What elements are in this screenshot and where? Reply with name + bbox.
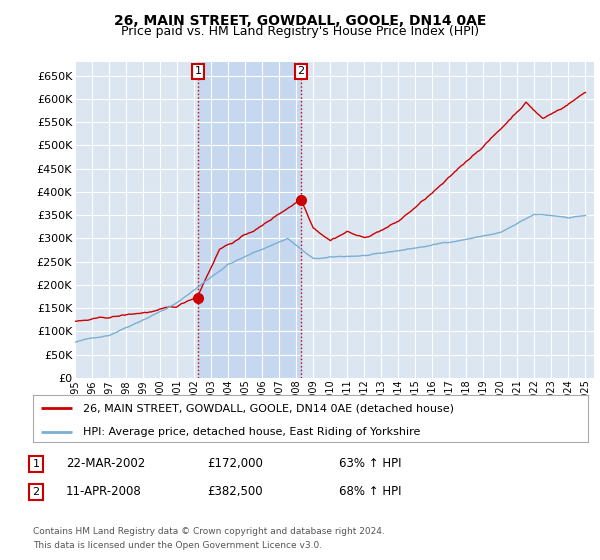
Text: 2: 2 xyxy=(32,487,40,497)
Text: Contains HM Land Registry data © Crown copyright and database right 2024.: Contains HM Land Registry data © Crown c… xyxy=(33,528,385,536)
Text: 1: 1 xyxy=(194,66,202,76)
Text: 26, MAIN STREET, GOWDALL, GOOLE, DN14 0AE: 26, MAIN STREET, GOWDALL, GOOLE, DN14 0A… xyxy=(114,14,486,28)
Text: £382,500: £382,500 xyxy=(207,485,263,498)
Text: 2: 2 xyxy=(298,66,305,76)
Bar xyxy=(198,62,301,378)
Text: Price paid vs. HM Land Registry's House Price Index (HPI): Price paid vs. HM Land Registry's House … xyxy=(121,25,479,38)
Text: 63% ↑ HPI: 63% ↑ HPI xyxy=(339,457,401,470)
Text: 1: 1 xyxy=(32,459,40,469)
Text: 68% ↑ HPI: 68% ↑ HPI xyxy=(339,485,401,498)
Text: 26, MAIN STREET, GOWDALL, GOOLE, DN14 0AE (detached house): 26, MAIN STREET, GOWDALL, GOOLE, DN14 0A… xyxy=(83,403,454,413)
Text: This data is licensed under the Open Government Licence v3.0.: This data is licensed under the Open Gov… xyxy=(33,541,322,550)
Text: HPI: Average price, detached house, East Riding of Yorkshire: HPI: Average price, detached house, East… xyxy=(83,427,421,437)
Text: 11-APR-2008: 11-APR-2008 xyxy=(66,485,142,498)
Text: £172,000: £172,000 xyxy=(207,457,263,470)
Text: 22-MAR-2002: 22-MAR-2002 xyxy=(66,457,145,470)
